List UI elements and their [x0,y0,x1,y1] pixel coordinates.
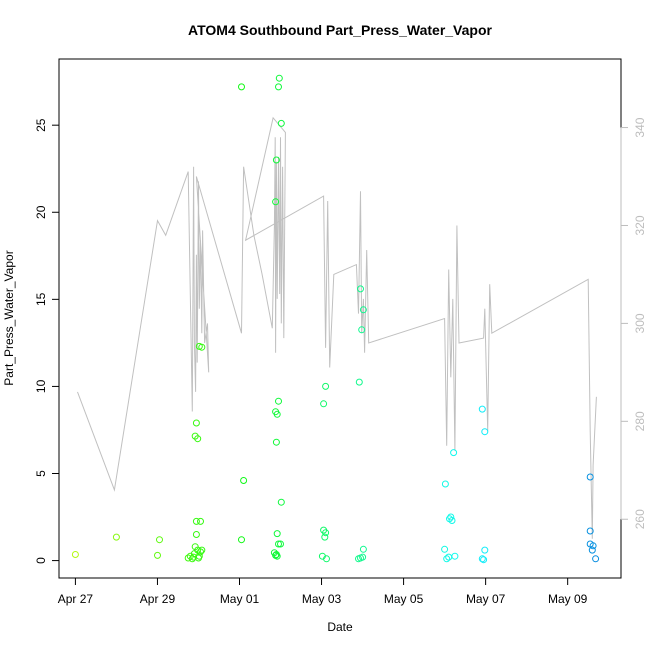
data-point [275,540,282,548]
data-point [275,397,282,405]
axes: Apr 27 Apr 29 May 01 May 03 May 05 May 07 May … [34,117,647,606]
y2-tick-label: 320 [633,215,647,235]
y-tick-label: 20 [34,205,48,219]
data-point [480,556,488,564]
data-point [273,410,281,418]
data-point [156,536,163,544]
data-point [240,477,248,484]
x-tick-label: May 03 [302,592,342,606]
data-point [273,530,281,538]
data-point [197,548,204,556]
data-point [357,285,364,293]
y-tick-label: 10 [34,379,48,393]
data-point [272,156,280,164]
data-point [447,513,455,521]
data-point [277,540,284,548]
data-point [272,198,280,206]
data-point [358,326,366,334]
y2-tick-label: 260 [633,509,647,529]
data-point [195,552,203,560]
x-axis-label: Date [327,620,353,634]
data-point [586,527,594,535]
data-point [588,546,596,554]
x-tick-label: May 09 [548,592,588,606]
data-point [71,551,79,558]
data-point [359,306,367,314]
x-tick-label: May 05 [384,592,424,606]
data-point [192,517,200,525]
x-tick-label: May 07 [466,592,506,606]
data-point [478,555,486,563]
data-point [448,517,456,524]
x-tick-label: Apr 27 [58,592,94,606]
data-point [194,435,202,443]
data-point [197,517,204,525]
y-tick-label: 25 [34,118,48,132]
y2-tick-label: 340 [633,117,647,137]
data-point [481,428,489,436]
data-point [481,546,489,554]
data-point [359,545,367,553]
chart-title: ATOM4 Southbound Part_Press_Water_Vapor [188,22,492,38]
x-tick-label: May 01 [220,592,260,606]
data-point [275,74,283,82]
y-axis-label: Part_Press_Water_Vapor [2,250,16,385]
data-point [478,405,486,413]
data-point [355,378,363,386]
data-point [359,553,367,561]
data-point [322,529,330,537]
data-point [441,545,449,553]
line-series-path [77,116,597,539]
data-point [321,533,329,541]
data-point [198,546,206,554]
data-point [320,400,328,408]
y-tick-label: 0 [34,557,48,564]
y2-tick-label: 300 [633,313,647,333]
data-point [273,552,281,560]
data-point [589,542,597,550]
data-point [586,473,594,481]
data-point [238,536,245,544]
plot-frame [58,58,622,579]
data-point [592,555,600,563]
y-tick-label: 15 [34,292,48,306]
data-point [323,555,330,563]
data-point [238,83,245,91]
data-point [322,382,330,390]
data-point [192,419,200,427]
data-point [443,555,451,563]
data-point [277,498,285,506]
data-point [192,531,200,538]
y-tick-label: 5 [34,470,48,477]
data-point [450,449,458,457]
data-point [272,438,280,446]
data-point [441,480,449,488]
y2-tick-label: 280 [633,411,647,431]
x-tick-label: Apr 29 [140,592,176,606]
data-point [112,533,120,541]
data-point [277,119,285,127]
scatter-series [71,74,600,564]
data-point [154,551,161,559]
data-point [198,343,206,351]
line-series [77,116,597,539]
data-point [451,552,459,560]
data-point [275,83,282,91]
